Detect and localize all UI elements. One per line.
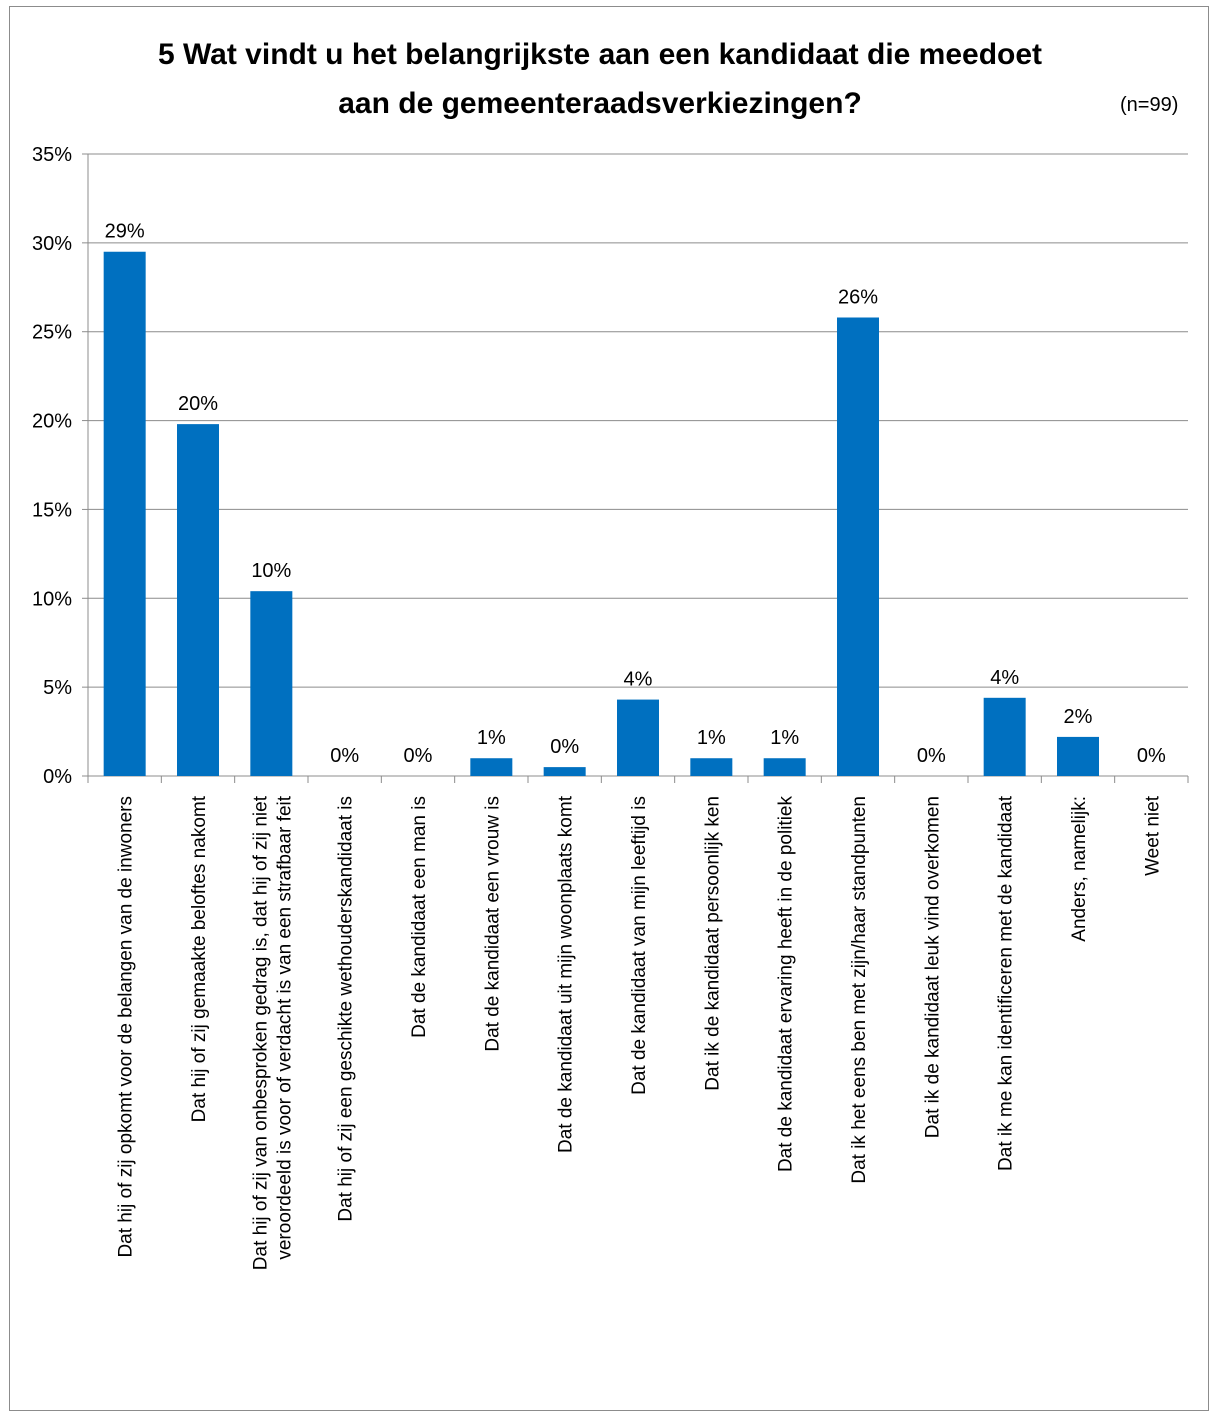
- category-label: Dat de kandidaat een vrouw is: [482, 796, 503, 1052]
- data-label: 0%: [1137, 745, 1166, 767]
- sample-size-note: (n=99): [1120, 94, 1179, 116]
- bar: [177, 424, 219, 776]
- data-label: 1%: [477, 727, 506, 749]
- data-label: 20%: [178, 393, 218, 415]
- bar: [837, 317, 879, 776]
- data-label: 0%: [330, 745, 359, 767]
- category-label: Dat ik de kandidaat leuk vind overkomen: [922, 796, 943, 1138]
- category-label: Dat ik het eens ben met zijn/haar standp…: [849, 796, 870, 1184]
- category-label: Dat hij of zij opkomt voor de belangen v…: [116, 796, 137, 1258]
- y-tick-label: 10%: [32, 588, 72, 610]
- category-label: Weet niet: [1142, 795, 1163, 876]
- y-tick-label: 15%: [32, 499, 72, 521]
- category-label: Dat ik me kan identificeren met de kandi…: [996, 795, 1017, 1171]
- bar: [617, 699, 659, 776]
- data-label: 0%: [917, 745, 946, 767]
- data-label: 1%: [770, 727, 799, 749]
- data-label: 4%: [990, 667, 1019, 689]
- category-label: Dat de kandidaat uit mijn woonplaats kom…: [556, 795, 577, 1153]
- y-tick-label: 0%: [43, 766, 72, 788]
- bar: [1057, 736, 1099, 776]
- category-label: Dat ik de kandidaat persoonlijk ken: [702, 796, 723, 1091]
- y-tick-label: 25%: [32, 322, 72, 344]
- data-label: 26%: [838, 286, 878, 308]
- category-label: Dat de kandidaat een man is: [409, 796, 430, 1038]
- category-label: Anders, namelijk:: [1069, 796, 1090, 942]
- category-label: Dat de kandidaat van mijn leeftijd is: [629, 796, 650, 1095]
- bar: [103, 251, 146, 776]
- category-label: Dat hij of zij van onbesproken gedrag is…: [250, 795, 271, 1270]
- y-tick-label: 30%: [32, 233, 72, 255]
- category-label: Dat de kandidaat ervaring heeft in de po…: [776, 796, 797, 1173]
- category-label: veroordeeld is voor of verdacht is van e…: [274, 795, 295, 1259]
- bar: [543, 767, 586, 776]
- y-tick-label: 5%: [43, 677, 72, 699]
- bar: [983, 697, 1026, 776]
- data-label: 10%: [251, 560, 291, 582]
- bar: [250, 591, 293, 776]
- bar: [763, 758, 806, 776]
- chart-title: 5 Wat vindt u het belangrijkste aan een …: [157, 38, 1043, 120]
- y-tick-label: 20%: [32, 411, 72, 433]
- bar: [690, 758, 733, 776]
- data-label: 0%: [404, 745, 433, 767]
- data-label: 29%: [105, 221, 145, 243]
- data-label: 1%: [697, 727, 726, 749]
- data-label: 0%: [550, 736, 579, 758]
- data-label: 4%: [624, 669, 653, 691]
- bar: [470, 758, 513, 776]
- category-label: Dat hij of zij een geschikte wethoudersk…: [336, 796, 357, 1222]
- category-label: Dat hij of zij gemaakte beloftes nakomt: [189, 795, 210, 1122]
- data-label: 2%: [1064, 706, 1093, 728]
- y-tick-label: 35%: [32, 144, 72, 166]
